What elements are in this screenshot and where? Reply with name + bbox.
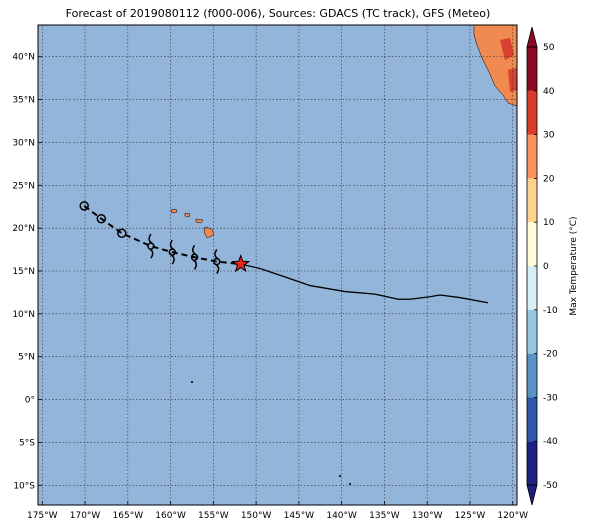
x-tick-label: 155°W xyxy=(198,511,229,521)
forecast-track xyxy=(240,263,489,304)
colorbar-band xyxy=(527,222,537,266)
y-tick-label: 5°N xyxy=(18,353,35,363)
x-tick-label: 120°W xyxy=(497,511,528,521)
x-tick-label: 165°W xyxy=(113,511,144,521)
track-point xyxy=(117,228,127,239)
colorbar-band xyxy=(527,47,537,91)
cyclone-symbol xyxy=(147,233,155,259)
colorbar-band xyxy=(527,178,537,223)
colorbar-tick-label: 0 xyxy=(543,262,549,272)
colorbar-extend xyxy=(526,484,538,506)
x-tick-label: 145°W xyxy=(284,511,315,521)
ocean xyxy=(38,25,517,505)
x-tick-label: 175°W xyxy=(27,511,58,521)
x-tick-label: 135°W xyxy=(369,511,400,521)
frame xyxy=(37,24,518,506)
colorbar-band xyxy=(527,134,537,179)
colorbar-label: Max Temperature (°C) xyxy=(569,216,579,315)
colorbar-band xyxy=(527,309,537,354)
colorbar-band xyxy=(527,441,537,485)
y-tick-label: 40°N xyxy=(12,53,35,63)
colorbar-tick-label: 20 xyxy=(543,174,555,184)
colorbar-tick-label: -30 xyxy=(543,393,558,403)
y-tick-label: 30°N xyxy=(12,138,35,148)
y-tick-label: 5°S xyxy=(19,438,35,448)
track-point xyxy=(79,201,89,211)
colorbar-tick-label: 40 xyxy=(543,87,555,97)
cyclone-symbol xyxy=(190,244,199,270)
colorbar-tick-label: 10 xyxy=(543,218,555,228)
colorbar-tick-label: 30 xyxy=(543,131,555,141)
track-point xyxy=(96,213,107,224)
colorbar-tick-label: -40 xyxy=(543,437,558,447)
colorbar-extend xyxy=(526,26,538,48)
cyclone-symbol xyxy=(213,249,221,274)
colorbar-tick-label: -10 xyxy=(543,306,558,316)
colorbar-band xyxy=(527,353,537,398)
x-tick-label: 170°W xyxy=(70,511,101,521)
y-tick-label: 15°N xyxy=(12,267,35,277)
y-tick-label: 35°N xyxy=(12,96,35,106)
colorbar-tick-label: 50 xyxy=(543,43,555,53)
colorbar-band xyxy=(527,397,537,442)
x-tick-label: 150°W xyxy=(241,511,272,521)
y-tick-label: 10°S xyxy=(13,481,35,491)
colorbar-band xyxy=(527,266,537,310)
y-tick-label: 10°N xyxy=(12,310,35,320)
colorbar-tick-label: -20 xyxy=(543,350,558,360)
colorbar-band xyxy=(527,90,537,135)
cyclone-symbol xyxy=(168,239,177,265)
x-tick-label: 125°W xyxy=(455,511,486,521)
y-tick-label: 0° xyxy=(25,396,35,406)
y-tick-label: 20°N xyxy=(12,224,35,234)
colorbar-tick-label: -50 xyxy=(543,481,558,491)
x-tick-label: 160°W xyxy=(155,511,186,521)
x-tick-label: 140°W xyxy=(326,511,357,521)
y-tick-label: 25°N xyxy=(12,181,35,191)
current-position xyxy=(231,254,251,273)
x-tick-label: 130°W xyxy=(412,511,443,521)
chart-title: Forecast of 2019080112 (f000-006), Sourc… xyxy=(66,7,491,20)
